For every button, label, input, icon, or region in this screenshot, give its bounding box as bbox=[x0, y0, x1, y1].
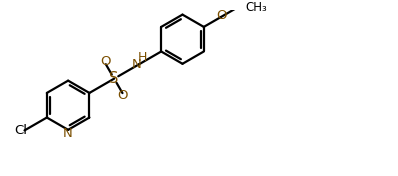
Text: H: H bbox=[137, 51, 147, 64]
Text: CH₃: CH₃ bbox=[245, 1, 267, 14]
Text: N: N bbox=[132, 58, 142, 71]
Text: N: N bbox=[63, 127, 73, 140]
Text: O: O bbox=[117, 89, 128, 102]
Text: O: O bbox=[101, 55, 111, 68]
Text: S: S bbox=[109, 71, 119, 86]
Text: Cl: Cl bbox=[14, 124, 27, 137]
Text: O: O bbox=[217, 9, 227, 22]
